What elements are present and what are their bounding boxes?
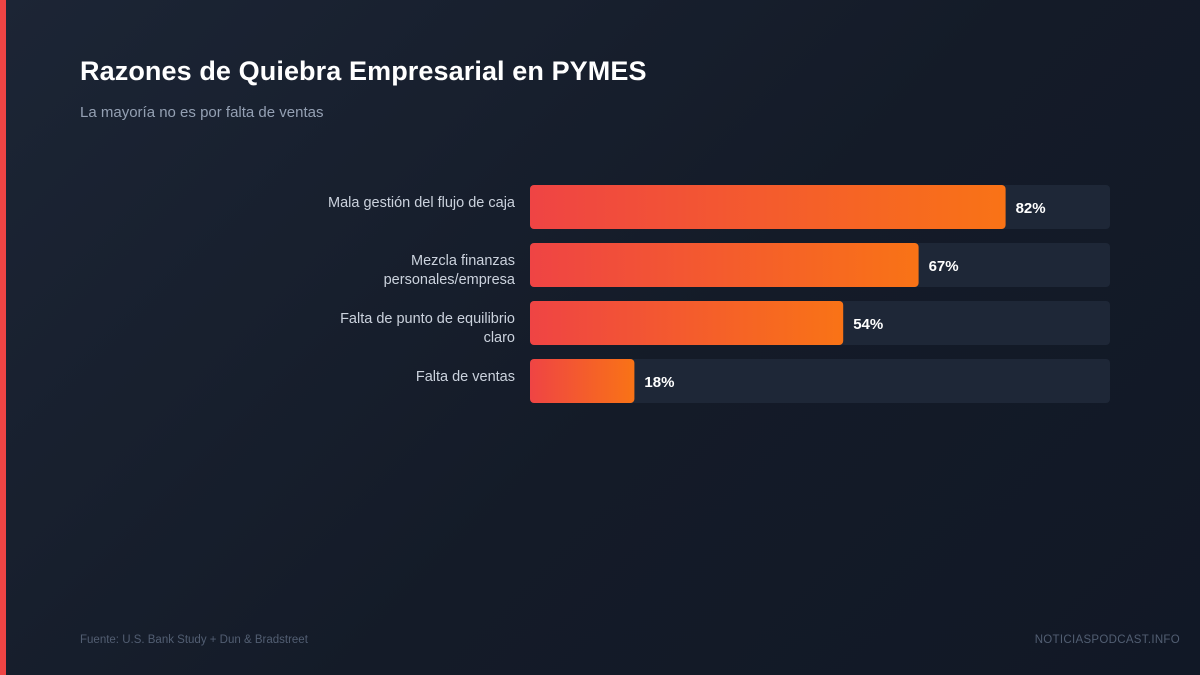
chart-subtitle: La mayoría no es por falta de ventas xyxy=(80,104,324,121)
bar-row: 67% Mezcla finanzas personales/empresa xyxy=(384,243,1110,288)
category-label: Mezcla finanzas xyxy=(411,253,515,269)
category-label: Mala gestión del flujo de caja xyxy=(328,195,516,211)
category-label: personales/empresa xyxy=(384,272,516,288)
bar-value-label: 82% xyxy=(1016,200,1046,217)
category-label: claro xyxy=(484,330,515,346)
bar-value-label: 67% xyxy=(929,258,959,275)
category-label: Falta de ventas xyxy=(416,369,515,385)
bar-row: 54% Falta de punto de equilibrio claro xyxy=(340,301,1110,346)
bar xyxy=(530,359,635,403)
category-label: Falta de punto de equilibrio xyxy=(340,311,515,327)
chart-title: Razones de Quiebra Empresarial en PYMES xyxy=(80,56,647,86)
bar-row: 82% Mala gestión del flujo de caja xyxy=(328,185,1110,229)
bar xyxy=(530,301,844,345)
accent-stripe xyxy=(0,0,6,675)
bar-track xyxy=(530,359,1110,403)
bar-value-label: 54% xyxy=(853,316,883,333)
bar-value-label: 18% xyxy=(644,374,674,391)
bar xyxy=(530,243,919,287)
source-note: Fuente: U.S. Bank Study + Dun & Bradstre… xyxy=(80,634,308,646)
bar-row: 18% Falta de ventas xyxy=(416,359,1110,403)
bar xyxy=(530,185,1006,229)
brand-watermark: NOTICIASPODCAST.INFO xyxy=(1034,634,1180,646)
